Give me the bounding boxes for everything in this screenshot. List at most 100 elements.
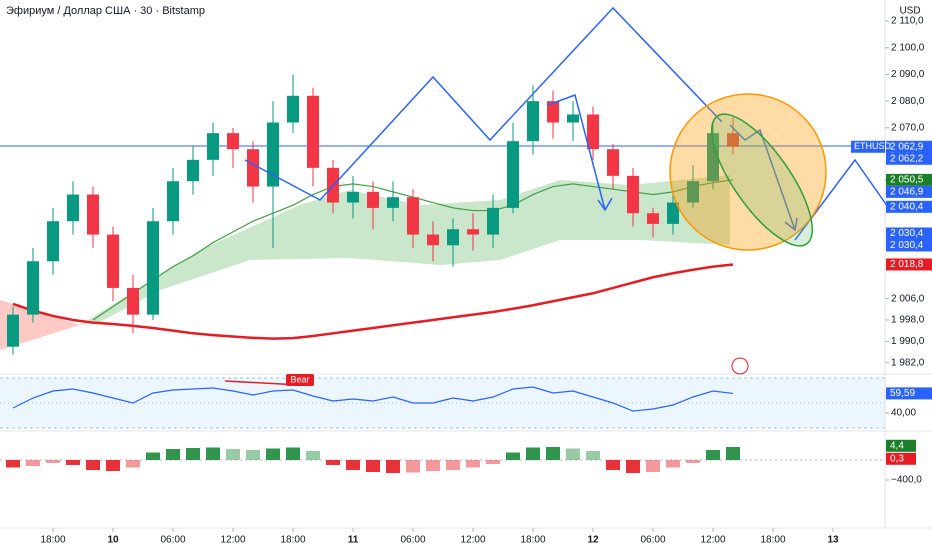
- x-tick-label: 06:00: [640, 535, 665, 546]
- candle-body: [227, 133, 239, 150]
- event-icon: [731, 357, 749, 375]
- candle-body: [727, 133, 739, 147]
- x-tick-label: 13: [827, 535, 839, 546]
- histogram-bar: [626, 460, 640, 473]
- y-tick-label: 1 982,0: [891, 357, 925, 368]
- candle-body: [567, 114, 579, 123]
- candle-body: [627, 175, 639, 214]
- candle-body: [287, 95, 299, 123]
- histogram-bar: [706, 450, 720, 460]
- signal-label: Bear: [290, 374, 309, 384]
- price-badge-label: 2 030,4: [890, 228, 924, 239]
- histogram-bar: [446, 460, 460, 470]
- y-tick-label: 1 998,0: [891, 315, 925, 326]
- candle-body: [267, 122, 279, 187]
- x-tick-label: 12:00: [460, 535, 485, 546]
- rsi-badge: [886, 387, 932, 400]
- histogram-bar: [386, 460, 400, 473]
- y-tick-label: 1 990,0: [891, 336, 925, 347]
- histogram-bar: [326, 460, 340, 465]
- candle-body: [247, 149, 259, 187]
- y-tick-label: 2 070,0: [891, 122, 925, 133]
- price-badge-label: 2 050,5: [890, 175, 924, 186]
- histogram-bar: [166, 449, 180, 460]
- highlight-circle: [669, 93, 827, 251]
- candle-body: [387, 197, 399, 208]
- histogram-bar: [6, 460, 20, 468]
- arrow-head: [784, 217, 798, 232]
- histogram-bar: [586, 451, 600, 460]
- cloud: [80, 175, 730, 325]
- candle-body: [447, 229, 459, 246]
- price-badge-label: 2 018,8: [890, 259, 924, 270]
- y-tick-label: −400,0: [891, 475, 922, 486]
- price-badge: [886, 227, 932, 240]
- histogram-bar: [526, 447, 540, 460]
- histogram-bar: [426, 460, 440, 471]
- zigzag-drawing: [244, 6, 723, 201]
- histogram-bar: [46, 460, 60, 463]
- x-tick-label: 12:00: [700, 535, 725, 546]
- price-badge: [886, 239, 932, 252]
- osc-badge-label: 4,4: [890, 440, 904, 451]
- x-tick-label: 18:00: [760, 535, 785, 546]
- candle-body: [547, 101, 559, 123]
- arrow-head: [597, 197, 613, 212]
- price-badge: [886, 173, 932, 186]
- candle-body: [147, 221, 159, 315]
- signal-badge: [286, 374, 314, 386]
- candle-body: [707, 133, 719, 182]
- histogram-bar: [606, 460, 620, 470]
- candle-body: [427, 234, 439, 246]
- candle-body: [307, 95, 319, 168]
- candle-body: [667, 202, 679, 224]
- x-tick-label: 06:00: [160, 535, 185, 546]
- histogram-bar: [206, 447, 220, 460]
- y-tick-label: 2 006,0: [891, 293, 925, 304]
- histogram-bar: [246, 450, 260, 460]
- highlight-ellipse: [710, 113, 814, 247]
- osc-badge: [886, 452, 916, 465]
- x-tick-label: 11: [348, 535, 359, 546]
- price-badge-label: 2 040,4: [890, 201, 924, 212]
- osc-badge-label: 0,3: [890, 453, 904, 464]
- price-badge: [886, 185, 932, 198]
- candle-body: [27, 261, 39, 315]
- histogram-bar: [726, 447, 740, 460]
- candle-body: [127, 287, 139, 315]
- histogram-bar: [126, 460, 140, 468]
- histogram-bar: [346, 460, 360, 470]
- x-tick-label: 18:00: [520, 535, 545, 546]
- candle-body: [587, 114, 599, 150]
- candle-body: [47, 221, 59, 262]
- y-tick-label: 2 110,0: [891, 16, 924, 27]
- candle-body: [367, 191, 379, 208]
- rsi-line: [12, 386, 734, 412]
- histogram-bar: [666, 460, 680, 468]
- candle-body: [207, 133, 219, 160]
- histogram-bar: [86, 460, 100, 470]
- histogram-bar: [686, 460, 700, 463]
- histogram-bar: [106, 460, 120, 471]
- x-tick-label: 18:00: [280, 535, 305, 546]
- candle-body: [107, 234, 119, 288]
- symbol-badge: [851, 140, 885, 153]
- y-tick-label: 2 090,0: [891, 69, 925, 80]
- histogram-bar: [546, 447, 560, 460]
- unit-label: USD: [899, 6, 920, 17]
- histogram-bar: [406, 460, 420, 473]
- price-badge-label: 2 030,4: [890, 240, 924, 251]
- histogram-bar: [466, 460, 480, 468]
- histogram-bar: [226, 449, 240, 460]
- candle-body: [647, 213, 659, 224]
- title-bg: [0, 0, 300, 22]
- cloud-red: [0, 300, 80, 350]
- candle-body: [87, 194, 99, 235]
- x-tick-label: 12:00: [220, 535, 245, 546]
- histogram-bar: [26, 460, 40, 466]
- x-tick-label: 12: [587, 535, 599, 546]
- candle-body: [467, 229, 479, 235]
- candle-body: [187, 159, 199, 182]
- candle-body: [7, 314, 19, 347]
